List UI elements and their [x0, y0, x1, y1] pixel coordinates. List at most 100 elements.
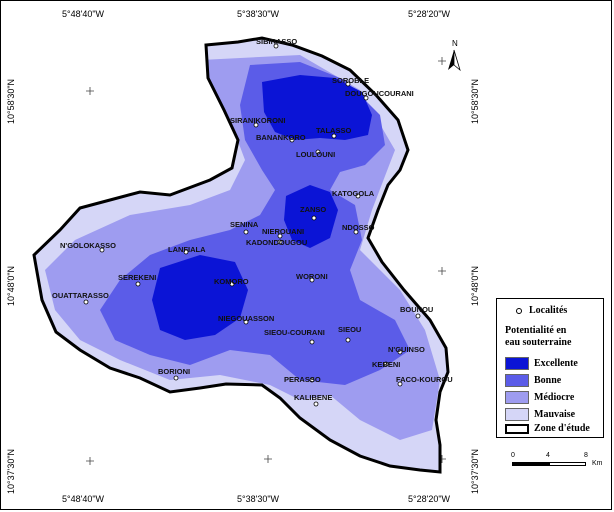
- map-legend: Localités Potentialité en eau souterrain…: [496, 298, 604, 438]
- left-coord-3: 10°37'30"N: [6, 448, 16, 494]
- locality-marker-icon: [277, 239, 283, 245]
- locality: NIEROUANI: [262, 227, 304, 239]
- locality: LANFIALA: [168, 245, 206, 255]
- locality-marker-icon: [309, 277, 315, 283]
- locality-marker-icon: [135, 281, 141, 287]
- locality-label: SIEOU-COURANI: [264, 328, 325, 337]
- locality-label: BORIONI: [158, 367, 190, 376]
- locality: KEBENI: [372, 360, 400, 369]
- locality-label: SIBIRASSO: [256, 37, 297, 46]
- locality-marker-icon: [315, 149, 321, 155]
- locality: SIBIRASSO: [256, 37, 297, 49]
- locality: SOROBLE: [332, 76, 369, 87]
- right-coord-2: 10°48'0"N: [470, 265, 480, 306]
- locality-label: OUATTARASSO: [52, 291, 109, 300]
- bottom-coord-1: 5°48'40"W: [62, 494, 105, 504]
- locality-marker-icon: [99, 247, 105, 253]
- locality-marker-icon: [397, 349, 403, 355]
- locality-label: N'GUINSO: [388, 345, 425, 354]
- scale-segment-1: [512, 462, 549, 466]
- locality-label: SEREKENI: [118, 273, 156, 282]
- locality: N'GUINSO: [388, 345, 425, 355]
- locality-label: NDOSSO: [342, 223, 375, 232]
- locality-marker-icon: [289, 137, 295, 143]
- locality-label: KALIBENE: [294, 393, 332, 402]
- legend-class-excellente: Excellente: [505, 357, 578, 370]
- zone-excellente-west: [152, 255, 248, 340]
- locality-marker-icon: [309, 377, 315, 383]
- legend-label-mauvaise: Mauvaise: [534, 409, 576, 420]
- locality-marker-icon: [83, 299, 89, 305]
- locality-marker-icon: [183, 249, 189, 255]
- scale-segment-2: [549, 462, 586, 466]
- legend-class-bonne: Bonne: [505, 374, 561, 387]
- locality-label: KEBENI: [372, 360, 400, 369]
- scale-tick-4: 4: [546, 452, 550, 459]
- locality-label: N'GOLOKASSO: [60, 241, 116, 250]
- locality-marker-icon: [345, 81, 351, 87]
- locality-label: SIRANIKORONI: [230, 116, 285, 125]
- locality-marker-icon: [363, 95, 369, 101]
- locality-label: NIEROUANI: [262, 227, 304, 236]
- locality-label: LANFIALA: [168, 245, 206, 254]
- bottom-coord-2: 5°38'30"W: [237, 494, 280, 504]
- localities: SIBIRASSO SOROBLE DOUGOUCOURANI SIRANIKORON…: [52, 37, 453, 407]
- legend-label-mediocre: Médiocre: [534, 392, 575, 403]
- locality: BANANKORO: [256, 133, 306, 143]
- locality: SENINA: [230, 220, 259, 235]
- legend-localities: Localités: [515, 305, 567, 316]
- locality-label: TALASSO: [316, 126, 351, 135]
- legend-title: Potentialité en eau souterraine: [505, 325, 571, 349]
- locality-marker-icon: [311, 215, 317, 221]
- scale-tick-8: 8: [584, 452, 588, 459]
- locality-label: NIEGOUASSON: [218, 314, 274, 323]
- locality: TALASSO: [316, 126, 351, 139]
- locality: N'GOLOKASSO: [60, 241, 116, 253]
- locality: PERASSO: [284, 375, 321, 384]
- locality-marker-icon: [253, 122, 259, 128]
- legend-label-excellente: Excellente: [534, 358, 578, 369]
- locality-marker-icon: [383, 361, 389, 367]
- zone-excellente-center: [284, 185, 338, 248]
- legend-class-mediocre: Médiocre: [505, 391, 574, 404]
- locality: KALIBENE: [294, 393, 332, 407]
- locality: OUATTARASSO: [52, 291, 109, 305]
- legend-class-mauvaise: Mauvaise: [505, 408, 575, 421]
- locality: SIEOU: [338, 325, 361, 343]
- legend-swatch-excellente: [505, 357, 529, 370]
- locality: SEREKENI: [118, 273, 156, 287]
- scale-bar: 0 4 8 Km: [508, 452, 608, 492]
- locality: KADONDOUGOU: [246, 238, 307, 247]
- north-arrow: N: [448, 39, 461, 72]
- top-coord-1: 5°48'40"W: [62, 9, 105, 19]
- locality-marker-icon: [273, 43, 279, 49]
- scale-tick-0: 0: [511, 452, 515, 459]
- zone-excellente-north: [262, 75, 372, 140]
- locality-label: BOUNOU: [400, 305, 433, 314]
- locality-label: SENINA: [230, 220, 259, 229]
- locality-marker-icon: [397, 381, 403, 387]
- locality-marker-icon: [415, 313, 421, 319]
- locality: DOUGOUCOURANI: [345, 89, 414, 101]
- locality: SIRANIKORONI: [230, 116, 285, 128]
- left-coord-1: 10°58'30"N: [6, 78, 16, 124]
- locality-marker-icon: [309, 339, 315, 345]
- locality: FACO-KOUROU: [396, 375, 453, 387]
- locality-label: DOUGOUCOURANI: [345, 89, 414, 98]
- locality-marker-icon: [355, 193, 361, 199]
- locality-marker-icon: [243, 229, 249, 235]
- locality-marker-icon: [313, 401, 319, 407]
- locality-label: KOMORO: [214, 277, 249, 286]
- locality-label: WORONI: [296, 272, 328, 281]
- locality-marker-icon: [229, 281, 235, 287]
- locality-label: PERASSO: [284, 375, 321, 384]
- study-zone-boundary: [32, 36, 450, 474]
- locality-marker-icon: [243, 319, 249, 325]
- legend-swatch-mediocre: [505, 391, 529, 404]
- legend-label-bonne: Bonne: [534, 375, 562, 386]
- legend-swatch-study-zone: [505, 423, 529, 434]
- top-coord-2: 5°38'30"W: [237, 9, 280, 19]
- right-coord-3: 10°37'30"N: [470, 448, 480, 494]
